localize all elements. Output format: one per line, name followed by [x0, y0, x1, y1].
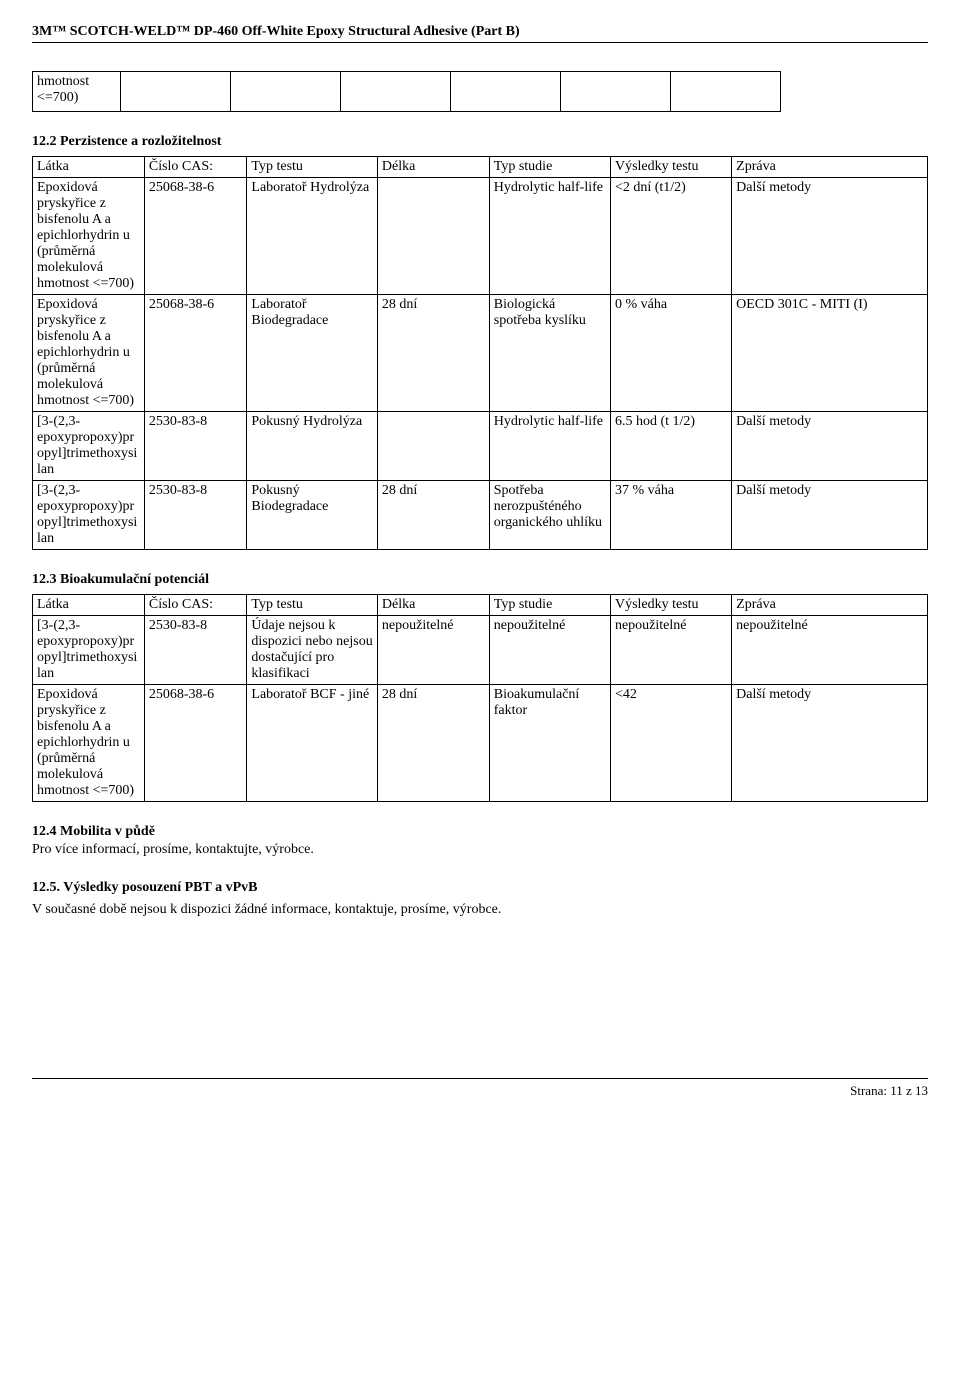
- cell-cas: 25068-38-6: [144, 178, 247, 295]
- header-cas: Číslo CAS:: [144, 595, 247, 616]
- cell-vysledky: <2 dní (t1/2): [610, 178, 731, 295]
- cell-delka: 28 dní: [377, 685, 489, 802]
- cell-typstudie: Biologická spotřeba kyslíku: [489, 295, 610, 412]
- cell-delka: nepoužitelné: [377, 616, 489, 685]
- table-row: Epoxidová pryskyřice z bisfenolu A a epi…: [33, 178, 928, 295]
- section-12-4-text: Pro více informací, prosíme, kontaktujte…: [32, 842, 928, 858]
- page-number: Strana: 11 z 13: [850, 1083, 928, 1098]
- cell-zprava: Další metody: [732, 412, 928, 481]
- table-row: Epoxidová pryskyřice z bisfenolu A a epi…: [33, 685, 928, 802]
- header-typstudie: Typ studie: [489, 595, 610, 616]
- header-typtestu: Typ testu: [247, 157, 378, 178]
- table-row: [3-(2,3-epoxypropoxy)propyl]trimethoxysi…: [33, 412, 928, 481]
- header-delka: Délka: [377, 595, 489, 616]
- section-12-2-heading: 12.2 Perzistence a rozložitelnost: [32, 134, 928, 150]
- cell-latka: [3-(2,3-epoxypropoxy)propyl]trimethoxysi…: [33, 412, 145, 481]
- cell-cas: 2530-83-8: [144, 481, 247, 550]
- cell-cas: 2530-83-8: [144, 412, 247, 481]
- blank-cell: [121, 72, 231, 112]
- cell-latka: Epoxidová pryskyřice z bisfenolu A a epi…: [33, 295, 145, 412]
- cell-delka: 28 dní: [377, 481, 489, 550]
- cell-latka: Epoxidová pryskyřice z bisfenolu A a epi…: [33, 178, 145, 295]
- cell-vysledky: <42: [610, 685, 731, 802]
- cell-latka: [3-(2,3-epoxypropoxy)propyl]trimethoxysi…: [33, 616, 145, 685]
- section-12-4-heading: 12.4 Mobilita v půdě: [32, 824, 928, 840]
- continuation-table: hmotnost <=700): [32, 71, 781, 112]
- header-vysledky: Výsledky testu: [610, 157, 731, 178]
- section-12-5-text: V současné době nejsou k dispozici žádné…: [32, 902, 928, 918]
- cell-cas: 25068-38-6: [144, 295, 247, 412]
- cell-vysledky: nepoužitelné: [610, 616, 731, 685]
- page-footer: Strana: 11 z 13: [32, 1078, 928, 1099]
- cell-typstudie: Spotřeba nerozpušténého organického uhlí…: [489, 481, 610, 550]
- cell-typstudie: Hydrolytic half-life: [489, 412, 610, 481]
- cell-typtestu: Údaje nejsou k dispozici nebo nejsou dos…: [247, 616, 378, 685]
- cell-typtestu: Pokusný Hydrolýza: [247, 412, 378, 481]
- cell-latka: Epoxidová pryskyřice z bisfenolu A a epi…: [33, 685, 145, 802]
- table-header-row: Látka Číslo CAS: Typ testu Délka Typ stu…: [33, 157, 928, 178]
- header-delka: Délka: [377, 157, 489, 178]
- cell-typstudie: Bioakumulační faktor: [489, 685, 610, 802]
- cell-zprava: OECD 301C - MITI (I): [732, 295, 928, 412]
- cell-zprava: Další metody: [732, 685, 928, 802]
- table-row: [3-(2,3-epoxypropoxy)propyl]trimethoxysi…: [33, 616, 928, 685]
- header-zprava: Zpráva: [732, 595, 928, 616]
- cell-typstudie: nepoužitelné: [489, 616, 610, 685]
- section-12-3-heading: 12.3 Bioakumulační potenciál: [32, 572, 928, 588]
- cell-cas: 2530-83-8: [144, 616, 247, 685]
- cell-delka: 28 dní: [377, 295, 489, 412]
- cell-typtestu: Laboratoř Hydrolýza: [247, 178, 378, 295]
- cell-latka: [3-(2,3-epoxypropoxy)propyl]trimethoxysi…: [33, 481, 145, 550]
- header-typtestu: Typ testu: [247, 595, 378, 616]
- cell-typtestu: Pokusný Biodegradace: [247, 481, 378, 550]
- cell-zprava: nepoužitelné: [732, 616, 928, 685]
- cell-typtestu: Laboratoř BCF - jiné: [247, 685, 378, 802]
- document-title: 3M™ SCOTCH-WELD™ DP-460 Off-White Epoxy …: [32, 24, 520, 39]
- header-cas: Číslo CAS:: [144, 157, 247, 178]
- blank-cell: [451, 72, 561, 112]
- table-header-row: Látka Číslo CAS: Typ testu Délka Typ stu…: [33, 595, 928, 616]
- blank-cell: [561, 72, 671, 112]
- table-row: Epoxidová pryskyřice z bisfenolu A a epi…: [33, 295, 928, 412]
- header-latka: Látka: [33, 595, 145, 616]
- cell-delka: [377, 178, 489, 295]
- blank-cell: [231, 72, 341, 112]
- cell-delka: [377, 412, 489, 481]
- table-12-3: Látka Číslo CAS: Typ testu Délka Typ stu…: [32, 594, 928, 802]
- header-typstudie: Typ studie: [489, 157, 610, 178]
- cell-zprava: Další metody: [732, 481, 928, 550]
- cell-typstudie: Hydrolytic half-life: [489, 178, 610, 295]
- header-vysledky: Výsledky testu: [610, 595, 731, 616]
- table-row: [3-(2,3-epoxypropoxy)propyl]trimethoxysi…: [33, 481, 928, 550]
- header-latka: Látka: [33, 157, 145, 178]
- cell-zprava: Další metody: [732, 178, 928, 295]
- cell-vysledky: 37 % váha: [610, 481, 731, 550]
- cell-cas: 25068-38-6: [144, 685, 247, 802]
- cell-typtestu: Laboratoř Biodegradace: [247, 295, 378, 412]
- header-zprava: Zpráva: [732, 157, 928, 178]
- continuation-cell: hmotnost <=700): [33, 72, 121, 112]
- blank-cell: [671, 72, 781, 112]
- blank-cell: [341, 72, 451, 112]
- cell-vysledky: 6.5 hod (t 1/2): [610, 412, 731, 481]
- section-12-5-heading: 12.5. Výsledky posouzení PBT a vPvB: [32, 880, 928, 896]
- table-12-2: Látka Číslo CAS: Typ testu Délka Typ stu…: [32, 156, 928, 550]
- cell-vysledky: 0 % váha: [610, 295, 731, 412]
- header-line: 3M™ SCOTCH-WELD™ DP-460 Off-White Epoxy …: [32, 24, 928, 43]
